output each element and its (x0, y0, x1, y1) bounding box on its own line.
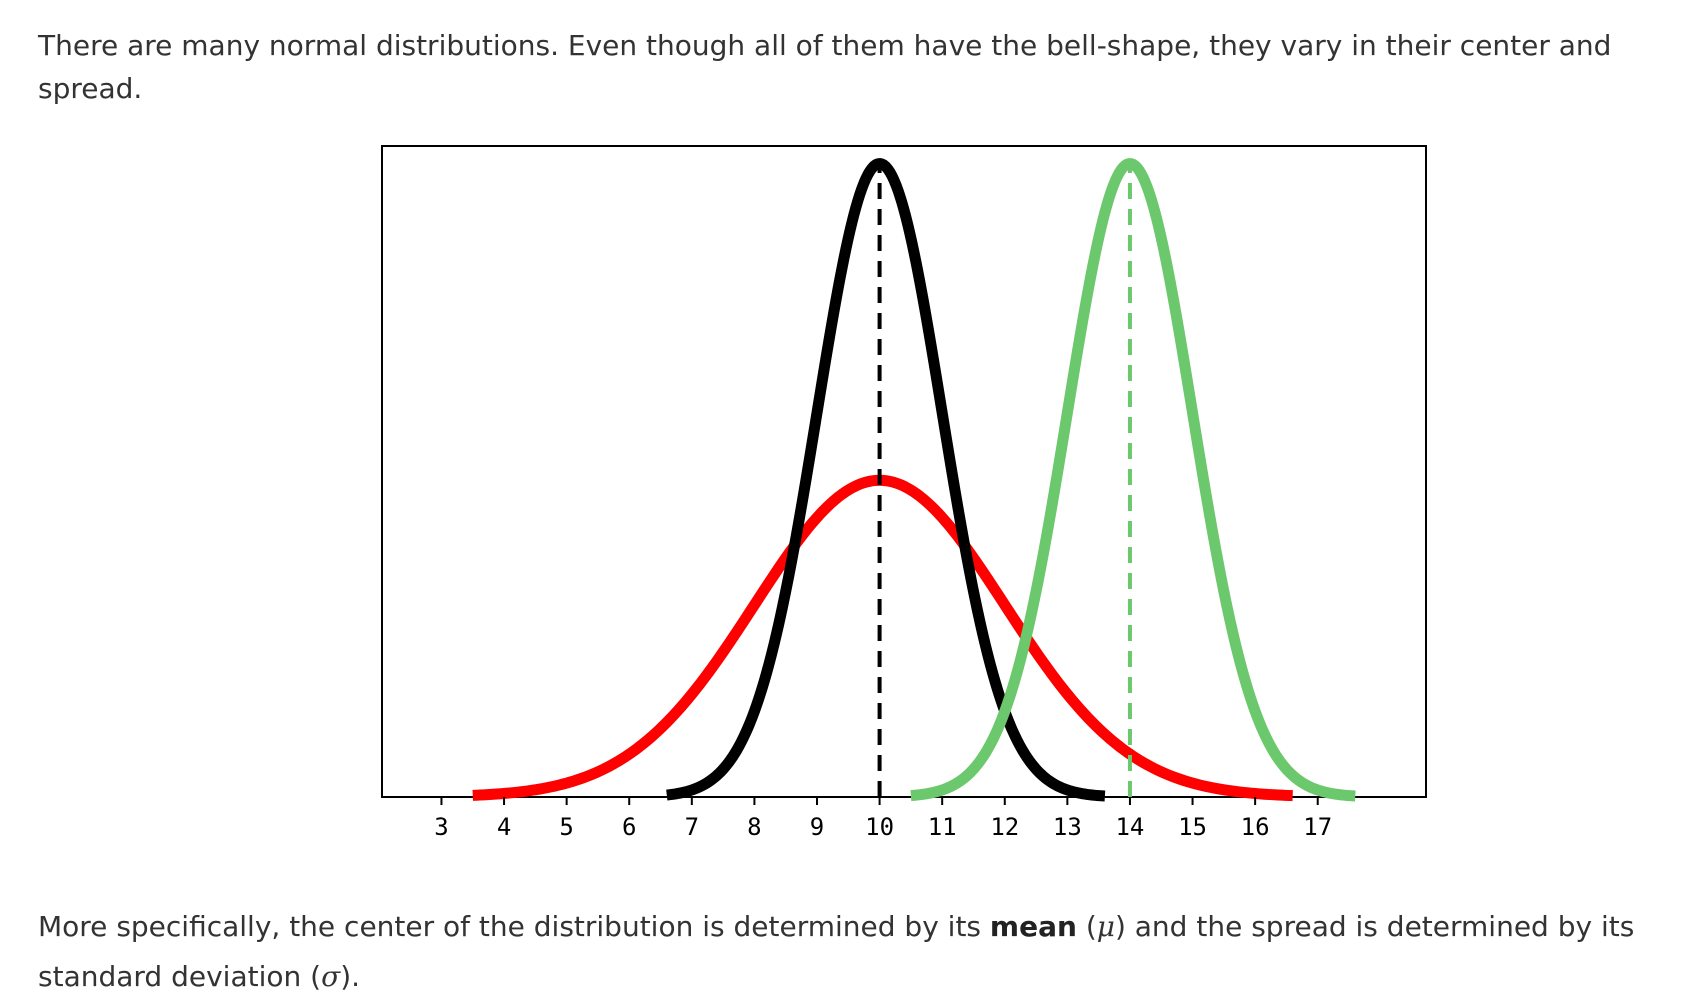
outro-text-4: ). (340, 960, 361, 993)
outro-text-3: ) and the spread is determined by its st… (38, 910, 1635, 993)
curve-3 (907, 158, 1359, 802)
x-tick-label-13: 13 (1053, 813, 1082, 841)
plot-frame (381, 145, 1427, 798)
x-tick-label-10: 10 (865, 813, 894, 841)
x-tick-label-3: 3 (434, 813, 448, 841)
outro-paragraph: More specifically, the center of the dis… (38, 902, 1668, 1002)
mean-word: mean (989, 910, 1077, 943)
intro-paragraph: There are many normal distributions. Eve… (38, 29, 1612, 106)
mu-symbol: μ (1096, 910, 1115, 943)
curve-2 (663, 158, 1109, 802)
outro-text-1: More specifically, the center of the dis… (38, 910, 990, 943)
x-tick-label-6: 6 (622, 813, 636, 841)
x-axis-ticks: 3 4 5 6 7 8 9 10 11 12 13 14 15 16 17 (434, 797, 1332, 841)
x-tick-label-12: 12 (990, 813, 1019, 841)
x-tick-label-5: 5 (559, 813, 573, 841)
x-tick-label-15: 15 (1178, 813, 1207, 841)
x-tick-label-8: 8 (747, 813, 761, 841)
x-tick-label-4: 4 (497, 813, 511, 841)
x-tick-label-11: 11 (928, 813, 957, 841)
x-tick-label-16: 16 (1241, 813, 1270, 841)
outro-text-2: ( (1076, 910, 1097, 943)
x-tick-label-9: 9 (810, 813, 824, 841)
x-tick-label-14: 14 (1115, 813, 1144, 841)
x-tick-label-7: 7 (685, 813, 699, 841)
mean-lines-layer (877, 163, 1132, 797)
curve-1 (470, 474, 1295, 802)
sigma-symbol: σ (321, 960, 341, 993)
curves-layer (470, 158, 1359, 802)
x-tick-label-17: 17 (1303, 813, 1332, 841)
